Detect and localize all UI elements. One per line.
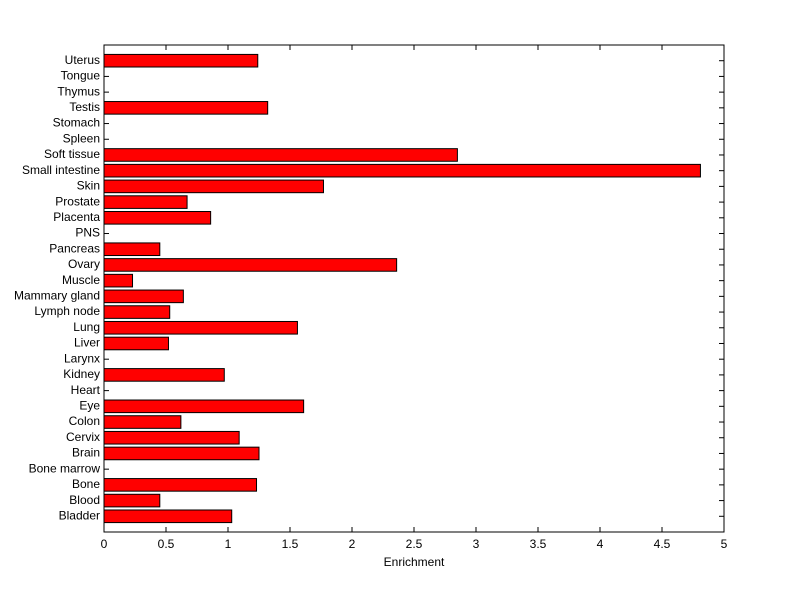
y-tick-label: Kidney <box>63 367 100 381</box>
x-tick-label: 2 <box>349 537 356 551</box>
y-tick-label: Eye <box>79 398 100 412</box>
bar <box>103 493 161 508</box>
y-tick-label: Bone marrow <box>29 461 101 475</box>
bar <box>103 273 134 288</box>
y-tick-label: Testis <box>69 100 100 114</box>
x-axis-label: Enrichment <box>384 555 445 569</box>
y-tick-label: Spleen <box>63 131 100 145</box>
x-tick-label: 3 <box>473 537 480 551</box>
bar <box>103 509 233 524</box>
y-tick-label: Colon <box>69 414 100 428</box>
x-tick-label: 2.5 <box>406 537 423 551</box>
bar <box>103 101 269 115</box>
x-tick-label: 4.5 <box>654 537 671 551</box>
y-tick-label: Pancreas <box>49 241 100 255</box>
x-tick-label: 3.5 <box>530 537 547 551</box>
bar <box>103 242 161 257</box>
bar <box>103 446 260 461</box>
x-tick-label: 1.5 <box>282 537 299 551</box>
y-tick-label: Blood <box>69 493 100 507</box>
bar <box>103 179 324 194</box>
y-tick-label: Lymph node <box>34 304 100 318</box>
bar <box>103 415 182 429</box>
bar <box>103 211 212 225</box>
y-tick-label: Lung <box>73 320 100 334</box>
y-tick-label: PNS <box>75 226 100 240</box>
bar <box>103 148 458 162</box>
y-tick-label: Liver <box>74 336 100 350</box>
bar <box>103 320 298 335</box>
y-tick-label: Bladder <box>59 508 100 522</box>
y-tick-label: Soft tissue <box>44 147 100 161</box>
bar <box>103 289 184 304</box>
x-tick-label: 4 <box>597 537 604 551</box>
y-tick-label: Bone <box>72 477 100 491</box>
y-tick-label: Brain <box>72 446 100 460</box>
y-tick-label: Uterus <box>65 53 100 67</box>
y-tick-label: Ovary <box>68 257 100 271</box>
bar <box>103 195 188 209</box>
x-tick-label: 0.5 <box>158 537 175 551</box>
x-tick-label: 0 <box>101 537 108 551</box>
bar <box>103 399 305 414</box>
bar <box>103 305 171 319</box>
x-tick-label: 1 <box>225 537 232 551</box>
y-tick-label: Stomach <box>53 116 100 130</box>
y-tick-label: Larynx <box>64 351 100 365</box>
y-tick-label: Tongue <box>61 69 101 83</box>
bar <box>103 336 169 351</box>
bar <box>103 430 240 445</box>
y-tick-label: Small intestine <box>22 163 100 177</box>
bar <box>103 163 701 178</box>
bar <box>103 258 398 272</box>
y-tick-label: Heart <box>71 383 101 397</box>
x-tick-label: 5 <box>721 537 728 551</box>
y-tick-label: Skin <box>77 179 100 193</box>
y-tick-label: Cervix <box>66 430 100 444</box>
bar <box>103 478 258 492</box>
y-tick-label: Mammary gland <box>14 289 100 303</box>
bar <box>103 368 225 382</box>
y-tick-label: Prostate <box>55 194 100 208</box>
bar <box>103 53 259 68</box>
y-tick-label: Placenta <box>53 210 100 224</box>
y-tick-label: Muscle <box>62 273 100 287</box>
y-tick-label: Thymus <box>57 84 100 98</box>
